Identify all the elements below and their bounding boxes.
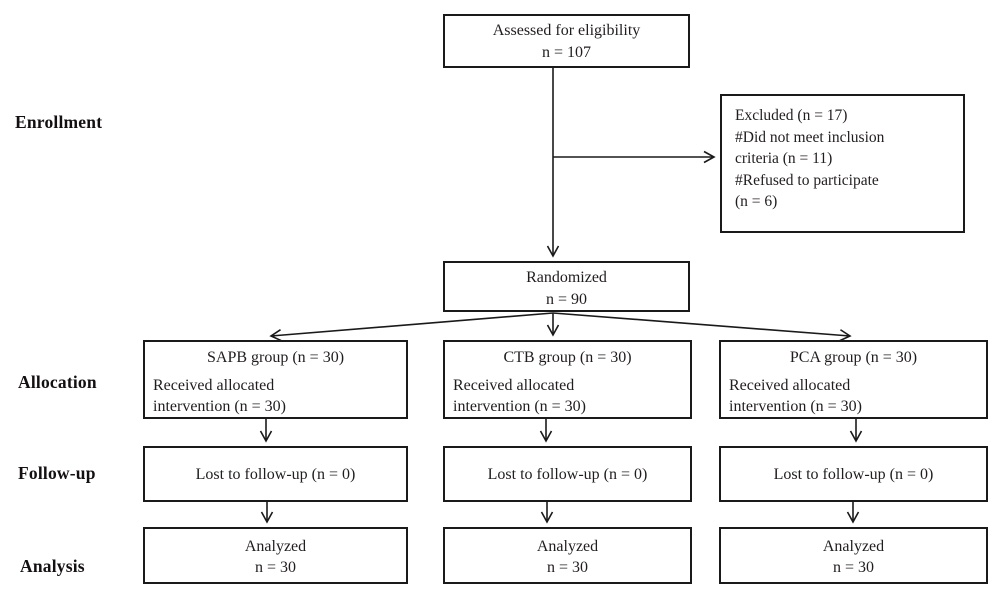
group-title: PCA group (n = 30) [789, 349, 918, 366]
analyzed-count: n = 30 [832, 559, 875, 576]
group-body-line: Received allocated [729, 377, 851, 394]
stage-label-enrollment: Enrollment [15, 112, 103, 132]
stage-label-allocation: Allocation [18, 372, 97, 392]
group-body-line: intervention (n = 30) [153, 398, 286, 415]
excluded-line: Excluded (n = 17) [735, 107, 848, 124]
arrow-randomized-to-sapb [269, 312, 554, 342]
group-body-line: intervention (n = 30) [453, 398, 586, 415]
group-body-line: Received allocated [153, 377, 275, 394]
excluded-line: (n = 6) [735, 193, 778, 210]
box-analyzed-sapb: Analyzed n = 30 [143, 527, 408, 584]
excluded-line: #Did not meet inclusion [735, 128, 885, 146]
analyzed-count: n = 30 [254, 559, 297, 576]
stage-label-analysis: Analysis [20, 556, 85, 576]
group-title: SAPB group (n = 30) [206, 349, 345, 366]
box-analyzed-ctb: Analyzed n = 30 [443, 527, 692, 584]
box-excluded: Excluded (n = 17) #Did not meet inclusio… [720, 94, 965, 233]
box-lost-to-followup-pca: Lost to follow-up (n = 0) [719, 446, 988, 502]
eligibility-text: Assessed for eligibility [492, 22, 641, 39]
stage-label-followup: Follow-up [18, 463, 96, 483]
box-ctb-group: CTB group (n = 30) Received allocated in… [443, 340, 692, 419]
box-pca-group: PCA group (n = 30) Received allocated in… [719, 340, 988, 419]
group-title: CTB group (n = 30) [503, 349, 632, 366]
arrow-randomized-to-pca [552, 312, 852, 342]
box-sapb-group: SAPB group (n = 30) Received allocated i… [143, 340, 408, 419]
group-body-line: intervention (n = 30) [729, 398, 862, 415]
group-body-line: Received allocated [453, 377, 575, 394]
followup-text: Lost to follow-up (n = 0) [487, 465, 648, 483]
box-randomized: Randomized n = 90 [443, 261, 690, 312]
box-lost-to-followup-ctb: Lost to follow-up (n = 0) [443, 446, 692, 502]
analyzed-text: Analyzed [536, 538, 599, 555]
analyzed-text: Analyzed [244, 538, 307, 555]
box-assessed-for-eligibility: Assessed for eligibility n = 107 [443, 14, 690, 68]
eligibility-count: n = 107 [541, 44, 592, 61]
box-analyzed-pca: Analyzed n = 30 [719, 527, 988, 584]
analyzed-count: n = 30 [546, 559, 589, 576]
box-lost-to-followup-sapb: Lost to follow-up (n = 0) [143, 446, 408, 502]
excluded-line: #Refused to participate [735, 171, 879, 189]
followup-text: Lost to follow-up (n = 0) [773, 465, 934, 483]
analyzed-text: Analyzed [822, 538, 885, 555]
followup-text: Lost to follow-up (n = 0) [195, 465, 356, 483]
randomized-text: Randomized [526, 269, 607, 286]
excluded-line: criteria (n = 11) [735, 150, 833, 167]
randomized-count: n = 90 [545, 291, 588, 308]
